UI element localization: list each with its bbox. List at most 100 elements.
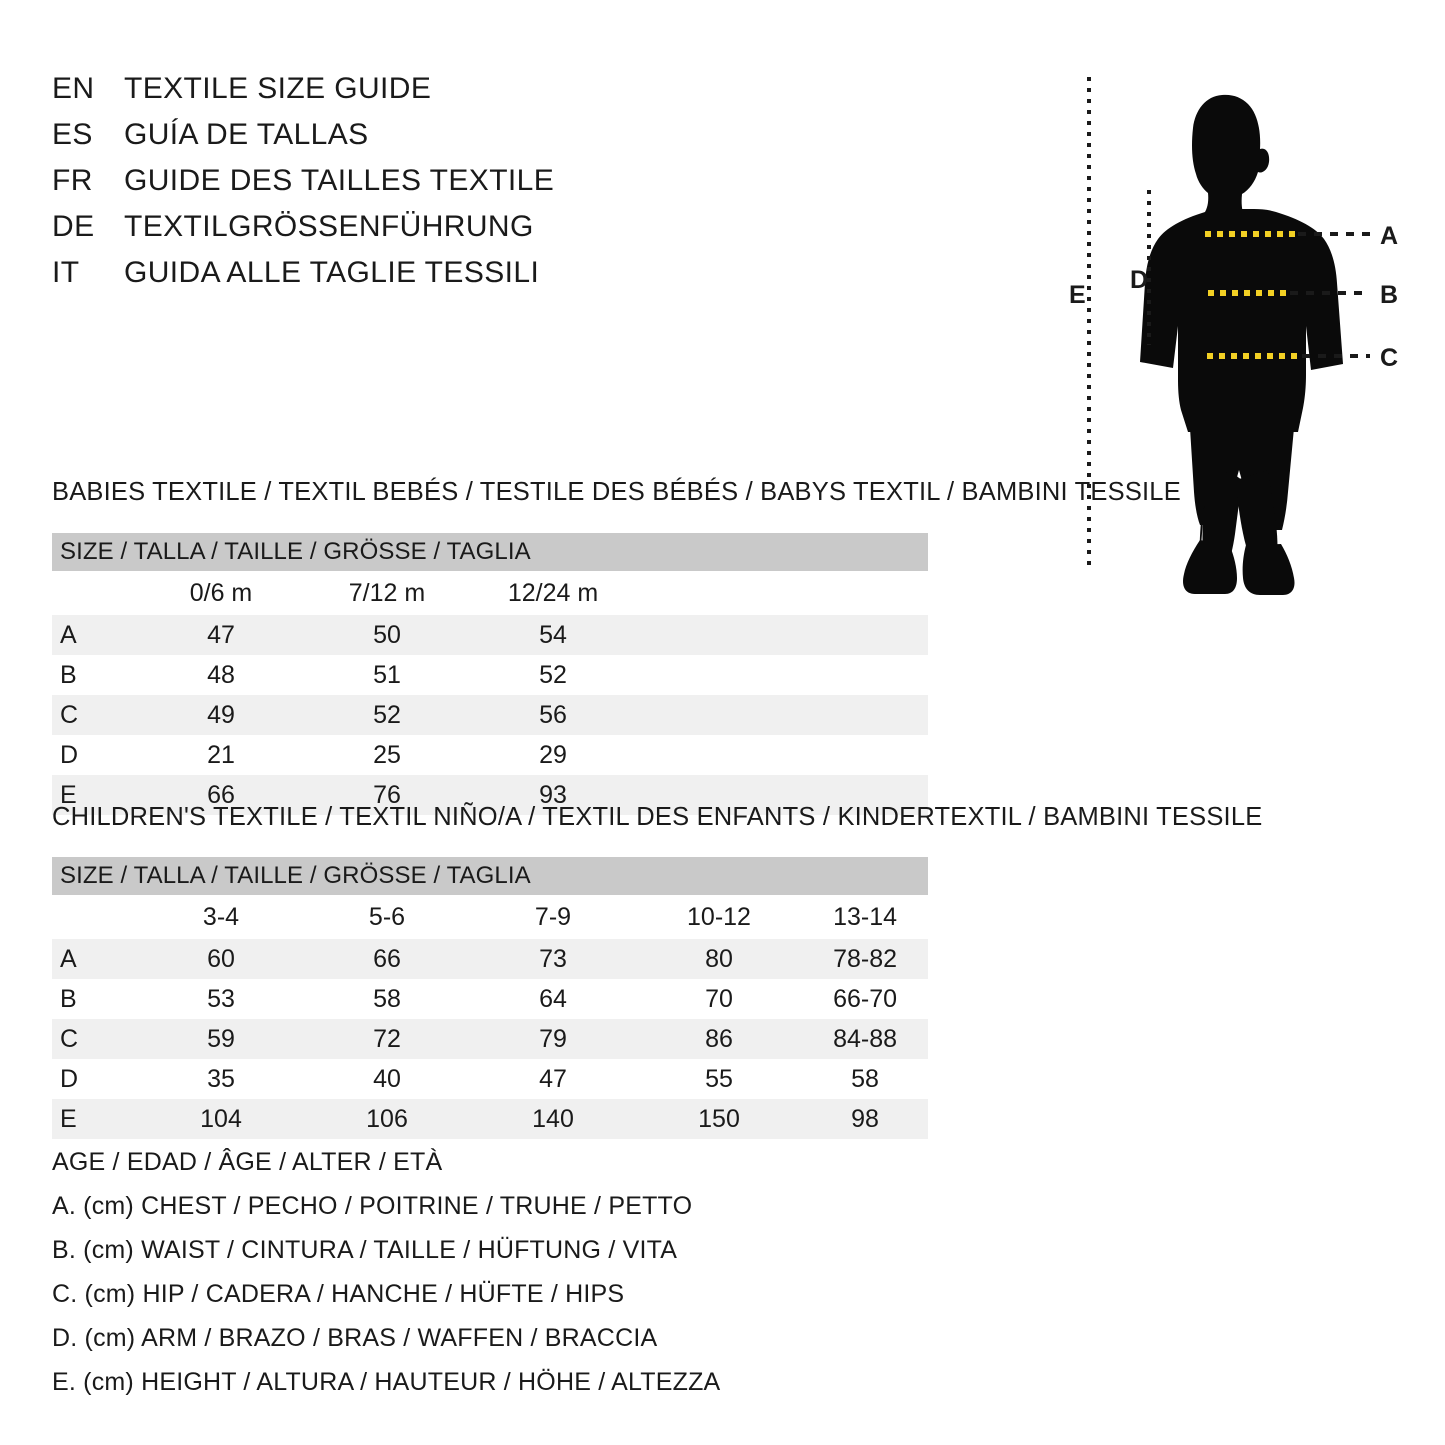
babies-size-table: SIZE / TALLA / TAILLE / GRÖSSE / TAGLIA … [52, 533, 929, 815]
dimension-label-a: A [1380, 222, 1399, 250]
babies-cell-e-0: 66 [138, 775, 304, 815]
children-column-header-0: 3-4 [138, 895, 304, 939]
children-row-label-a: A [52, 939, 138, 979]
children-column-header-row: 3-4 5-6 7-9 10-12 13-14 [52, 895, 929, 939]
babies-column-header-row: 0/6 m 7/12 m 12/24 m [52, 571, 929, 615]
legend-line-waist: B. (cm) WAIST / CINTURA / TAILLE / HÜFTU… [52, 1236, 678, 1264]
language-row-en: EN TEXTILE SIZE GUIDE [52, 72, 672, 118]
children-row-label-b: B [52, 979, 138, 1019]
babies-row-label-d: D [52, 735, 138, 775]
language-code-fr: FR [52, 164, 93, 197]
children-cell-d-2: 47 [470, 1059, 636, 1099]
children-cell-b-3: 70 [636, 979, 802, 1019]
children-row-label-e: E [52, 1099, 138, 1139]
children-size-table: SIZE / TALLA / TAILLE / GRÖSSE / TAGLIA … [52, 857, 929, 1139]
children-cell-d-0: 35 [138, 1059, 304, 1099]
children-cell-d-3: 55 [636, 1059, 802, 1099]
legend-line-arm: D. (cm) ARM / BRAZO / BRAS / WAFFEN / BR… [52, 1324, 658, 1352]
table-row: E 66 76 93 [52, 775, 929, 815]
children-cell-e-1: 106 [304, 1099, 470, 1139]
table-row: D 35 40 47 55 58 [52, 1059, 929, 1099]
babies-cell-a-2: 54 [470, 615, 636, 655]
children-corner-cell [52, 895, 138, 939]
babies-row-label-a: A [52, 615, 138, 655]
children-cell-d-1: 40 [304, 1059, 470, 1099]
children-cell-e-2: 140 [470, 1099, 636, 1139]
legend-line-age: AGE / EDAD / ÂGE / ALTER / ETÀ [52, 1148, 443, 1176]
children-cell-b-0: 53 [138, 979, 304, 1019]
language-title-fr: GUIDE DES TAILLES TEXTILE [124, 164, 555, 197]
children-cell-c-2: 79 [470, 1019, 636, 1059]
babies-cell-b-2: 52 [470, 655, 636, 695]
babies-cell-b-pad [636, 655, 929, 695]
babies-section-title: BABIES TEXTILE / TEXTIL BEBÉS / TESTILE … [52, 478, 1181, 506]
language-title-es: GUÍA DE TALLAS [124, 118, 369, 151]
table-row: C 59 72 79 86 84-88 [52, 1019, 929, 1059]
babies-column-header-1: 7/12 m [304, 571, 470, 615]
babies-cell-e-1: 76 [304, 775, 470, 815]
babies-table-header-bar: SIZE / TALLA / TAILLE / GRÖSSE / TAGLIA [52, 533, 929, 571]
babies-cell-d-pad [636, 735, 929, 775]
language-code-it: IT [52, 256, 80, 289]
babies-cell-a-0: 47 [138, 615, 304, 655]
measurement-diagram: A B C D E [1040, 40, 1445, 600]
table-row: E 104 106 140 150 98 [52, 1099, 929, 1139]
language-row-it: IT GUIDA ALLE TAGLIE TESSILI [52, 256, 672, 302]
children-cell-a-0: 60 [138, 939, 304, 979]
language-title-de: TEXTILGRÖSSENFÜHRUNG [124, 210, 534, 243]
children-cell-e-3: 150 [636, 1099, 802, 1139]
children-cell-c-3: 86 [636, 1019, 802, 1059]
children-cell-b-4: 66-70 [802, 979, 929, 1019]
children-header-bar-label: SIZE / TALLA / TAILLE / GRÖSSE / TAGLIA [52, 857, 929, 895]
language-code-es: ES [52, 118, 93, 151]
legend-line-height: E. (cm) HEIGHT / ALTURA / HAUTEUR / HÖHE… [52, 1368, 721, 1396]
language-row-es: ES GUÍA DE TALLAS [52, 118, 672, 164]
babies-cell-d-2: 29 [470, 735, 636, 775]
children-column-header-4: 13-14 [802, 895, 929, 939]
measurement-legend: AGE / EDAD / ÂGE / ALTER / ETÀ A. (cm) C… [52, 1140, 812, 1404]
children-cell-a-4: 78-82 [802, 939, 929, 979]
children-cell-e-4: 98 [802, 1099, 929, 1139]
language-row-fr: FR GUIDE DES TAILLES TEXTILE [52, 164, 672, 210]
dimension-label-b: B [1380, 281, 1399, 309]
babies-column-header-2: 12/24 m [470, 571, 636, 615]
children-column-header-2: 7-9 [470, 895, 636, 939]
children-row-label-d: D [52, 1059, 138, 1099]
babies-cell-d-0: 21 [138, 735, 304, 775]
language-code-en: EN [52, 72, 95, 105]
children-row-label-c: C [52, 1019, 138, 1059]
children-column-header-1: 5-6 [304, 895, 470, 939]
children-cell-d-4: 58 [802, 1059, 929, 1099]
child-silhouette-svg [1087, 77, 1370, 595]
children-cell-a-3: 80 [636, 939, 802, 979]
table-row: D 21 25 29 [52, 735, 929, 775]
children-cell-b-2: 64 [470, 979, 636, 1019]
babies-column-header-0: 0/6 m [138, 571, 304, 615]
babies-row-label-c: C [52, 695, 138, 735]
babies-cell-e-2: 93 [470, 775, 636, 815]
children-cell-c-0: 59 [138, 1019, 304, 1059]
children-cell-a-1: 66 [304, 939, 470, 979]
babies-column-header-pad [636, 571, 929, 615]
children-table-header-bar: SIZE / TALLA / TAILLE / GRÖSSE / TAGLIA [52, 857, 929, 895]
legend-line-chest: A. (cm) CHEST / PECHO / POITRINE / TRUHE… [52, 1192, 693, 1220]
language-title-en: TEXTILE SIZE GUIDE [124, 72, 432, 105]
babies-cell-d-1: 25 [304, 735, 470, 775]
babies-row-label-e: E [52, 775, 138, 815]
table-row: B 48 51 52 [52, 655, 929, 695]
children-column-header-3: 10-12 [636, 895, 802, 939]
language-code-de: DE [52, 210, 95, 243]
children-cell-a-2: 73 [470, 939, 636, 979]
babies-cell-a-pad [636, 615, 929, 655]
child-silhouette-shape [1140, 94, 1343, 595]
language-title-block: EN TEXTILE SIZE GUIDE ES GUÍA DE TALLAS … [52, 72, 672, 302]
table-row: A 60 66 73 80 78-82 [52, 939, 929, 979]
babies-cell-c-0: 49 [138, 695, 304, 735]
babies-cell-a-1: 50 [304, 615, 470, 655]
babies-cell-b-0: 48 [138, 655, 304, 695]
table-row: C 49 52 56 [52, 695, 929, 735]
language-row-de: DE TEXTILGRÖSSENFÜHRUNG [52, 210, 672, 256]
legend-line-hip: C. (cm) HIP / CADERA / HANCHE / HÜFTE / … [52, 1280, 625, 1308]
dimension-label-e: E [1069, 281, 1086, 309]
children-cell-e-0: 104 [138, 1099, 304, 1139]
